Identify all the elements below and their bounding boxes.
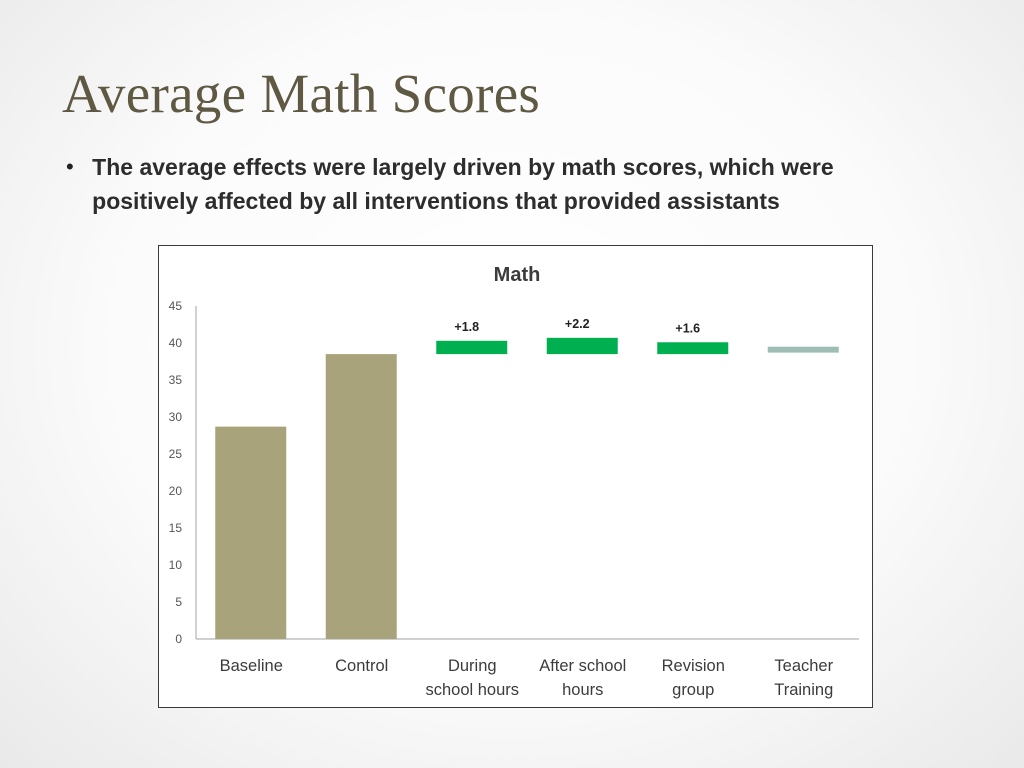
data-label: +1.8 bbox=[454, 320, 479, 334]
y-tick-label: 20 bbox=[169, 484, 183, 498]
chart-canvas: Math 0 5 10 15 20 25 30 35 40 45 +1.8 +2.2 +1.6 Bas… bbox=[169, 264, 859, 699]
data-labels: +1.8 +2.2 +1.6 bbox=[454, 317, 700, 335]
bullet-text: The average effects were largely driven … bbox=[92, 154, 834, 214]
y-tick-label: 15 bbox=[169, 521, 183, 535]
math-chart: Math 0 5 10 15 20 25 30 35 40 45 +1.8 +2.2 +1.6 Bas… bbox=[158, 245, 873, 708]
axes: 0 5 10 15 20 25 30 35 40 45 bbox=[169, 299, 859, 646]
x-tick-label: Revision group bbox=[662, 657, 725, 699]
bullet-point: • The average effects were largely drive… bbox=[66, 150, 946, 218]
bars bbox=[215, 337, 839, 639]
y-tick-label: 0 bbox=[175, 632, 182, 646]
bar bbox=[325, 354, 397, 639]
x-tick-label: Baseline bbox=[220, 657, 283, 675]
x-tick-label: During school hours bbox=[425, 657, 519, 699]
slide-title: Average Math Scores bbox=[62, 63, 541, 124]
y-tick-label: 10 bbox=[169, 558, 183, 572]
y-tick-label: 25 bbox=[169, 447, 183, 461]
x-tick-label: Teacher Training bbox=[774, 657, 833, 699]
data-label: +2.2 bbox=[565, 317, 590, 331]
chart-title: Math bbox=[494, 264, 541, 286]
data-label: +1.6 bbox=[675, 321, 700, 335]
bullet-dot-icon: • bbox=[66, 154, 74, 179]
x-tick-labels: Baseline Control During school hours After s… bbox=[220, 657, 834, 699]
y-tick-label: 45 bbox=[169, 299, 183, 313]
y-tick-label: 30 bbox=[169, 410, 183, 424]
y-tick-label: 35 bbox=[169, 373, 183, 387]
x-tick-label: After school hours bbox=[539, 657, 626, 699]
bar bbox=[436, 340, 508, 355]
x-tick-label: Control bbox=[335, 657, 388, 675]
bar bbox=[546, 337, 618, 355]
y-tick-label: 5 bbox=[175, 595, 182, 609]
bar bbox=[767, 346, 839, 353]
y-tick-label: 40 bbox=[169, 336, 183, 350]
bar bbox=[657, 342, 729, 355]
bar bbox=[215, 426, 287, 639]
